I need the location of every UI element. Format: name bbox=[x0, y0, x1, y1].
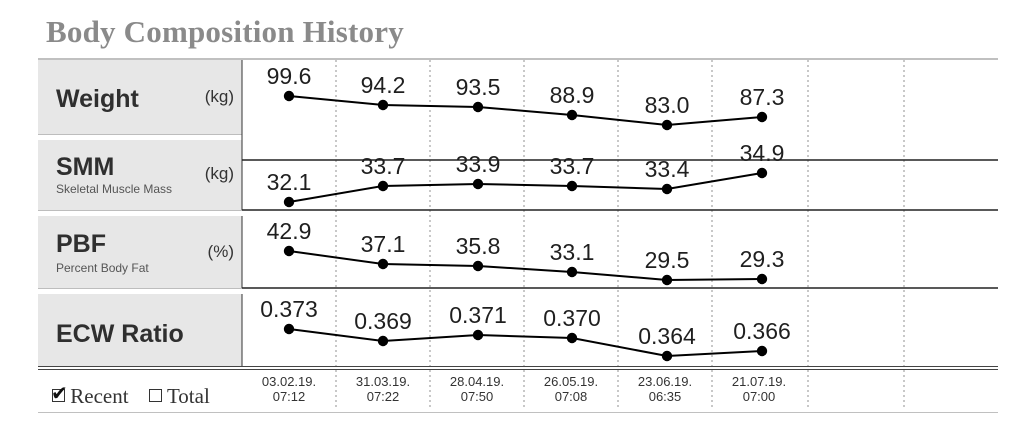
date-3: 26.05.19. bbox=[543, 374, 599, 389]
data-label-1-1: 33.7 bbox=[361, 153, 406, 179]
data-point-0-4 bbox=[661, 119, 673, 131]
label-divider bbox=[38, 134, 242, 135]
data-point-3-5 bbox=[756, 345, 768, 357]
series-line-2 bbox=[288, 250, 763, 282]
row-label-pbf: PBF Percent Body Fat (%) bbox=[38, 216, 242, 288]
label-divider bbox=[38, 288, 242, 289]
data-point-2-5 bbox=[756, 273, 768, 285]
data-point-0-0 bbox=[283, 90, 295, 102]
data-label-3-4: 0.364 bbox=[638, 323, 696, 349]
data-label-3-5: 0.366 bbox=[733, 318, 791, 344]
weight-label: Weight bbox=[56, 85, 139, 113]
date-label-1: 31.03.19. 07:22 bbox=[336, 374, 430, 404]
date-5: 21.07.19. bbox=[731, 374, 787, 389]
data-label-1-5: 34.9 bbox=[740, 140, 785, 166]
legend: ✔ Recent Total bbox=[51, 381, 210, 409]
data-point-3-0 bbox=[283, 323, 295, 335]
data-point-0-3 bbox=[566, 109, 578, 121]
data-point-2-0 bbox=[283, 245, 295, 257]
data-label-2-0: 42.9 bbox=[267, 218, 312, 244]
time-0: 07:12 bbox=[272, 389, 306, 404]
smm-label: SMM bbox=[56, 153, 115, 181]
data-point-1-3 bbox=[566, 180, 578, 192]
data-label-1-0: 32.1 bbox=[267, 169, 312, 195]
date-label-3: 26.05.19. 07:08 bbox=[524, 374, 618, 404]
data-label-3-3: 0.370 bbox=[543, 305, 601, 331]
data-label-3-2: 0.371 bbox=[449, 302, 507, 328]
series-line-0 bbox=[288, 95, 763, 127]
total-checkbox[interactable] bbox=[149, 389, 163, 402]
data-label-0-3: 88.9 bbox=[550, 82, 595, 108]
date-label-5: 21.07.19. 07:00 bbox=[712, 374, 806, 404]
footer-divider bbox=[38, 366, 998, 367]
data-label-2-4: 29.5 bbox=[645, 247, 690, 273]
label-divider bbox=[38, 210, 242, 211]
series-line-1 bbox=[288, 172, 763, 203]
data-label-3-0: 0.373 bbox=[260, 296, 318, 322]
data-point-0-2 bbox=[472, 101, 484, 113]
data-point-3-3 bbox=[566, 332, 578, 344]
weight-unit: (kg) bbox=[204, 87, 234, 106]
data-point-2-1 bbox=[377, 258, 389, 270]
data-point-1-0 bbox=[283, 196, 295, 208]
time-2: 07:50 bbox=[460, 389, 494, 404]
data-point-1-5 bbox=[756, 167, 768, 179]
total-label[interactable]: Total bbox=[166, 384, 210, 408]
top-rule bbox=[38, 58, 998, 60]
data-point-3-2 bbox=[472, 329, 484, 341]
data-label-1-2: 33.9 bbox=[456, 151, 501, 177]
page-title: Body Composition History bbox=[46, 14, 404, 49]
data-point-1-1 bbox=[377, 180, 389, 192]
data-label-1-3: 33.7 bbox=[550, 153, 595, 179]
row-label-smm: SMM Skeletal Muscle Mass (kg) bbox=[38, 140, 242, 210]
data-label-0-5: 87.3 bbox=[740, 84, 785, 110]
data-label-3-1: 0.369 bbox=[354, 308, 412, 334]
data-label-0-0: 99.6 bbox=[267, 63, 312, 89]
smm-subtitle: Skeletal Muscle Mass bbox=[56, 182, 173, 196]
date-1: 31.03.19. bbox=[355, 374, 411, 389]
row-label-ecw: ECW Ratio bbox=[38, 294, 242, 366]
ecw-label: ECW Ratio bbox=[56, 320, 184, 348]
pbf-label: PBF bbox=[56, 230, 106, 258]
date-4: 23.06.19. bbox=[637, 374, 693, 389]
data-label-0-1: 94.2 bbox=[361, 72, 406, 98]
data-point-2-3 bbox=[566, 266, 578, 278]
checkmark-icon: ✔ bbox=[51, 381, 68, 405]
date-label-4: 23.06.19. 06:35 bbox=[618, 374, 712, 404]
data-label-0-2: 93.5 bbox=[456, 74, 501, 100]
date-2: 28.04.19. bbox=[449, 374, 505, 389]
pbf-subtitle: Percent Body Fat bbox=[56, 261, 149, 275]
data-label-2-1: 37.1 bbox=[361, 231, 406, 257]
row-label-weight: Weight (kg) bbox=[38, 60, 242, 134]
date-label-0: 03.02.19. 07:12 bbox=[242, 374, 336, 404]
recent-label[interactable]: Recent bbox=[70, 384, 129, 408]
data-point-1-4 bbox=[661, 183, 673, 195]
data-point-2-2 bbox=[472, 260, 484, 272]
time-1: 07:22 bbox=[366, 389, 400, 404]
time-3: 07:08 bbox=[554, 389, 588, 404]
footer-divider bbox=[38, 369, 998, 370]
date-0: 03.02.19. bbox=[261, 374, 317, 389]
data-label-1-4: 33.4 bbox=[645, 156, 690, 182]
time-4: 06:35 bbox=[648, 389, 682, 404]
data-label-2-3: 33.1 bbox=[550, 239, 595, 265]
date-label-2: 28.04.19. 07:50 bbox=[430, 374, 524, 404]
data-point-1-2 bbox=[472, 178, 484, 190]
data-point-2-4 bbox=[661, 274, 673, 286]
data-point-0-1 bbox=[377, 99, 389, 111]
bottom-rule bbox=[38, 412, 998, 413]
recent-checkbox[interactable]: ✔ bbox=[51, 381, 68, 405]
series-line-3 bbox=[288, 328, 763, 358]
data-label-2-5: 29.3 bbox=[740, 246, 785, 272]
data-point-3-1 bbox=[377, 335, 389, 347]
data-label-0-4: 83.0 bbox=[645, 92, 690, 118]
pbf-unit: (%) bbox=[207, 242, 234, 261]
data-label-2-2: 35.8 bbox=[456, 233, 501, 259]
time-5: 07:00 bbox=[742, 389, 776, 404]
data-point-3-4 bbox=[661, 350, 673, 362]
smm-unit: (kg) bbox=[204, 164, 234, 183]
data-point-0-5 bbox=[756, 111, 768, 123]
